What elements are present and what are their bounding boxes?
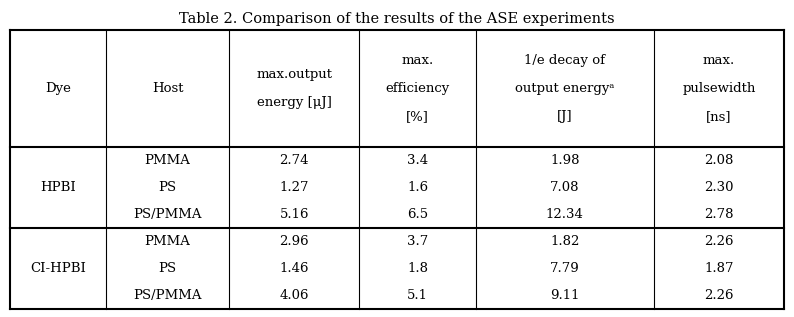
Text: max.: max.	[402, 54, 434, 67]
Text: Dye: Dye	[45, 82, 71, 95]
Text: 1/e decay of: 1/e decay of	[524, 54, 605, 67]
Text: 2.74: 2.74	[279, 154, 309, 167]
Text: PS/PMMA: PS/PMMA	[133, 289, 202, 302]
Text: max.output: max.output	[256, 68, 332, 81]
Text: 1.6: 1.6	[407, 181, 428, 194]
Text: PS: PS	[159, 262, 176, 275]
Text: 9.11: 9.11	[550, 289, 580, 302]
Text: 12.34: 12.34	[546, 208, 584, 221]
Text: 3.7: 3.7	[407, 235, 428, 248]
Text: max.: max.	[703, 54, 735, 67]
Text: [%]: [%]	[406, 110, 429, 123]
Text: efficiency: efficiency	[385, 82, 449, 95]
Text: 4.06: 4.06	[279, 289, 309, 302]
Text: 1.98: 1.98	[550, 154, 580, 167]
Text: PS/PMMA: PS/PMMA	[133, 208, 202, 221]
Text: Host: Host	[152, 82, 183, 95]
Text: 5.16: 5.16	[279, 208, 309, 221]
Text: output energyᵃ: output energyᵃ	[515, 82, 615, 95]
Text: 3.4: 3.4	[407, 154, 428, 167]
Text: Table 2. Comparison of the results of the ASE experiments: Table 2. Comparison of the results of th…	[179, 12, 615, 26]
Text: CI-HPBI: CI-HPBI	[30, 262, 86, 275]
Text: PS: PS	[159, 181, 176, 194]
Text: 2.26: 2.26	[704, 235, 734, 248]
Text: pulsewidth: pulsewidth	[682, 82, 756, 95]
Text: 1.87: 1.87	[704, 262, 734, 275]
Text: energy [μJ]: energy [μJ]	[256, 96, 332, 109]
Text: 6.5: 6.5	[407, 208, 428, 221]
Text: [ns]: [ns]	[706, 110, 732, 123]
Text: 2.96: 2.96	[279, 235, 309, 248]
Text: 5.1: 5.1	[407, 289, 428, 302]
Text: 2.30: 2.30	[704, 181, 734, 194]
Text: HPBI: HPBI	[40, 181, 75, 194]
Text: 1.46: 1.46	[279, 262, 309, 275]
Text: 2.78: 2.78	[704, 208, 734, 221]
Text: 2.08: 2.08	[704, 154, 734, 167]
Text: 1.27: 1.27	[279, 181, 309, 194]
Text: PMMA: PMMA	[145, 154, 191, 167]
Text: 1.8: 1.8	[407, 262, 428, 275]
Text: 2.26: 2.26	[704, 289, 734, 302]
Text: PMMA: PMMA	[145, 235, 191, 248]
Text: 1.82: 1.82	[550, 235, 580, 248]
Text: 7.79: 7.79	[550, 262, 580, 275]
Text: [J]: [J]	[557, 110, 572, 123]
Text: 7.08: 7.08	[550, 181, 580, 194]
